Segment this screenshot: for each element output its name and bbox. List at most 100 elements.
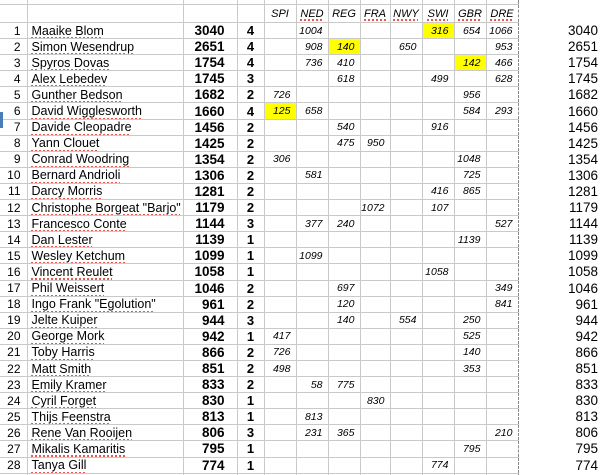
event-count[interactable]: 3 (237, 312, 265, 329)
row-rank[interactable]: 20 (0, 328, 28, 345)
event-count[interactable]: 2 (237, 167, 265, 184)
score-cell-GBR[interactable] (454, 119, 487, 136)
score-cell-NWY[interactable] (390, 328, 423, 345)
player-total[interactable]: 774 (183, 457, 238, 474)
score-cell-SPI[interactable] (264, 312, 297, 329)
row-rank[interactable]: 6 (0, 102, 28, 120)
event-count[interactable]: 2 (237, 280, 265, 297)
score-cell-SPI[interactable] (264, 473, 297, 475)
score-cell-FRA[interactable] (360, 312, 391, 329)
score-cell-GBR[interactable]: 584 (454, 102, 487, 120)
player-total[interactable]: 806 (183, 424, 238, 442)
score-cell-SWI[interactable] (422, 38, 455, 56)
score-cell-SPI[interactable] (264, 54, 297, 72)
score-cell-GBR[interactable] (454, 392, 487, 410)
event-count[interactable]: 1 (237, 247, 265, 265)
event-count[interactable]: 4 (237, 102, 265, 120)
column-header-REG[interactable]: REG (328, 4, 361, 23)
score-cell-FRA[interactable] (360, 457, 391, 474)
event-count[interactable]: 2 (237, 151, 265, 168)
score-cell-NWY[interactable] (390, 199, 423, 217)
event-count[interactable]: 2 (237, 119, 265, 136)
score-cell-REG[interactable] (328, 167, 361, 184)
score-cell-NED[interactable] (296, 328, 329, 345)
event-count[interactable]: 1 (237, 408, 265, 426)
player-name-cell[interactable]: Yann Clouet (27, 135, 184, 152)
score-cell-NWY[interactable] (390, 408, 423, 426)
score-cell-SWI[interactable] (422, 54, 455, 72)
score-cell-DRE[interactable] (486, 183, 518, 201)
score-cell-FRA[interactable] (360, 328, 391, 345)
score-cell-FRA[interactable] (360, 70, 391, 88)
column-header-SPI[interactable]: SPI (264, 4, 297, 23)
score-cell-REG[interactable] (328, 247, 361, 265)
row-rank[interactable]: 16 (0, 263, 28, 281)
player-total[interactable]: 944 (183, 312, 238, 329)
score-cell-SWI[interactable] (422, 392, 455, 410)
score-cell-FRA[interactable] (360, 38, 391, 56)
player-name-cell[interactable]: Emily Kramer (27, 376, 184, 394)
column-header-DRE[interactable]: DRE (486, 4, 518, 23)
score-cell-SWI[interactable]: 416 (422, 183, 455, 201)
score-cell-SWI[interactable] (422, 344, 455, 361)
score-cell-FRA[interactable] (360, 424, 391, 442)
score-cell-SPI[interactable]: 417 (264, 328, 297, 345)
score-cell-DRE[interactable] (486, 151, 518, 168)
score-cell-REG[interactable]: 365 (328, 424, 361, 442)
score-cell-NED[interactable] (296, 280, 329, 297)
score-cell-REG[interactable]: 618 (328, 70, 361, 88)
score-cell-DRE[interactable] (486, 360, 518, 378)
event-count[interactable]: 1 (237, 392, 265, 410)
event-count[interactable]: 2 (237, 360, 265, 378)
score-cell-NED[interactable] (296, 183, 329, 201)
row-total-right[interactable]: 1281 (517, 183, 600, 200)
row-rank[interactable]: 12 (0, 199, 28, 217)
score-cell-REG[interactable]: 697 (328, 280, 361, 297)
score-cell-NED[interactable] (296, 296, 329, 313)
score-cell-NED[interactable]: 813 (296, 408, 329, 426)
row-rank[interactable]: 19 (0, 312, 28, 329)
row-rank[interactable]: 13 (0, 215, 28, 233)
score-cell-GBR[interactable]: 956 (454, 86, 487, 104)
event-count[interactable]: 3 (237, 215, 265, 233)
score-cell-SPI[interactable] (264, 408, 297, 426)
score-cell-SWI[interactable] (422, 247, 455, 265)
score-cell-REG[interactable] (328, 473, 361, 475)
row-rank[interactable]: 27 (0, 440, 28, 458)
score-cell-SWI[interactable] (422, 376, 455, 394)
row-rank[interactable]: 22 (0, 360, 28, 378)
score-cell-NED[interactable] (296, 119, 329, 136)
score-cell-REG[interactable] (328, 86, 361, 104)
empty-cell[interactable] (486, 0, 518, 5)
player-total[interactable]: 1425 (183, 135, 238, 152)
player-total[interactable]: 1058 (183, 263, 238, 281)
score-cell-GBR[interactable]: 725 (454, 167, 487, 184)
row-rank[interactable]: 8 (0, 135, 28, 152)
score-cell-SWI[interactable] (422, 440, 455, 458)
row-total-right[interactable]: 774 (517, 457, 600, 474)
score-cell-FRA[interactable] (360, 360, 391, 378)
score-cell-NWY[interactable] (390, 86, 423, 104)
score-cell-REG[interactable] (328, 231, 361, 249)
score-cell-GBR[interactable]: 353 (454, 360, 487, 378)
row-rank[interactable]: 1 (0, 22, 28, 40)
score-cell-DRE[interactable] (486, 392, 518, 410)
column-header-SWI[interactable]: SWI (422, 4, 455, 23)
score-cell-NWY[interactable] (390, 151, 423, 168)
score-cell-FRA[interactable] (360, 86, 391, 104)
event-count[interactable]: 4 (237, 54, 265, 72)
score-cell-GBR[interactable] (454, 376, 487, 394)
score-cell-GBR[interactable]: 140 (454, 344, 487, 361)
score-cell-FRA[interactable] (360, 183, 391, 201)
score-cell-GBR[interactable] (454, 296, 487, 313)
event-count[interactable]: 1 (237, 263, 265, 281)
score-cell-REG[interactable] (328, 457, 361, 474)
row-total-right[interactable]: 1425 (517, 135, 600, 152)
score-cell-NWY[interactable] (390, 167, 423, 184)
empty-cell[interactable] (27, 0, 184, 5)
score-cell-NED[interactable]: 736 (296, 54, 329, 72)
empty-cell[interactable] (183, 0, 238, 5)
score-cell-SPI[interactable] (264, 424, 297, 442)
score-cell-NED[interactable] (296, 440, 329, 458)
score-cell-SWI[interactable]: 316 (422, 22, 455, 40)
